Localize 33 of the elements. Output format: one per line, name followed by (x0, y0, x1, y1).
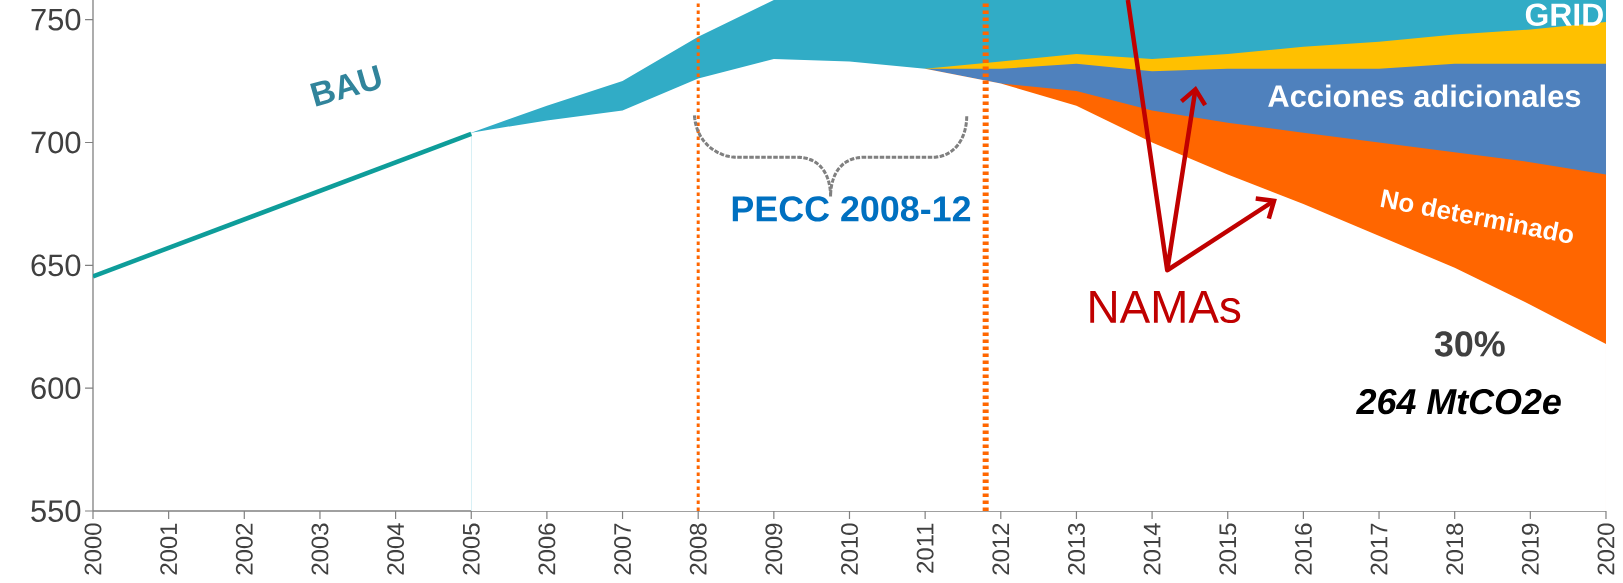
x-tick-label: 2000 (84, 523, 102, 575)
x-tick-label: 2009 (765, 523, 783, 575)
x-tick-label: 2014 (1143, 523, 1161, 575)
x-tick-label: 2008 (689, 523, 707, 575)
x-tick-label: 2016 (1294, 523, 1312, 575)
x-tick-label: 2020 (1597, 523, 1615, 575)
x-tick-label: 2019 (1521, 523, 1539, 575)
x-tick-label: 2006 (538, 523, 556, 575)
x-tick-label: 2010 (841, 523, 858, 575)
x-tick-label: 2012 (992, 523, 1010, 575)
x-tick-label: 2015 (1219, 523, 1237, 575)
x-tick-label: 2002 (235, 523, 253, 575)
x-tick-label: 2005 (462, 523, 480, 575)
series-label: GRID (1525, 3, 1603, 27)
annotation: PECC 2008-12 (732, 196, 971, 222)
x-tick-label: 2017 (1370, 523, 1388, 575)
x-tick-label: 2013 (1067, 523, 1085, 575)
x-tick-label: 2003 (311, 523, 329, 575)
y-tick-label: 750 (31, 8, 81, 31)
annotation: 264 MtCO2e (1356, 388, 1561, 415)
x-tick-label: 2011 (916, 523, 934, 573)
y-tick-label: 700 (31, 131, 81, 154)
annotation: NAMAs (1090, 291, 1241, 324)
annotation: 30% (1434, 331, 1505, 357)
x-tick-label: 2007 (614, 523, 632, 575)
y-tick-label: 550 (31, 500, 81, 522)
x-tick-label: 2001 (160, 523, 178, 575)
y-tick-label: 650 (31, 254, 81, 277)
series-label: Acciones adicionales (1268, 84, 1581, 108)
x-tick-label: 2018 (1446, 523, 1464, 575)
text: BAU (310, 65, 381, 107)
y-tick-label: 600 (31, 377, 81, 400)
x-tick-label: 2004 (387, 523, 405, 575)
